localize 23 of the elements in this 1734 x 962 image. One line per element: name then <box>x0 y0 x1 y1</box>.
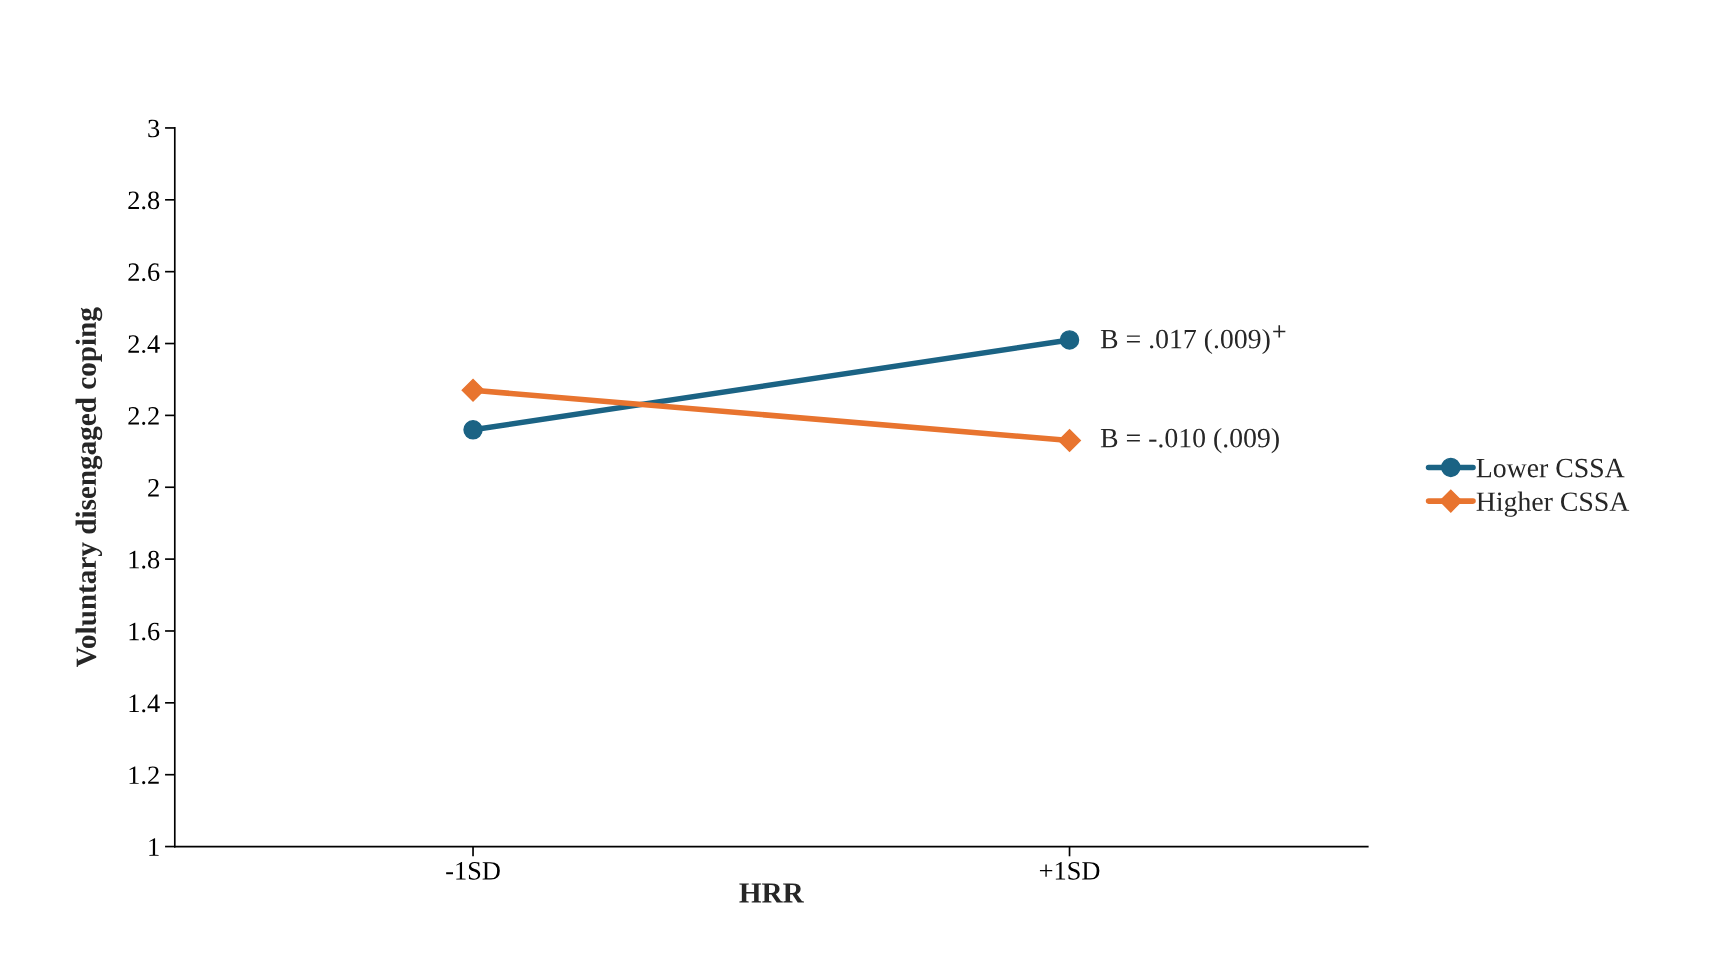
y-tick-label: 3 <box>148 119 160 138</box>
y-tick-label: 2.2 <box>128 407 159 425</box>
y-tick-label: 1.6 <box>129 622 160 641</box>
x-axis-title: HRR <box>739 883 804 903</box>
point <box>461 378 485 402</box>
x-tick-label: +1SD <box>1039 861 1100 880</box>
point <box>463 420 483 440</box>
y-tick-label: 2.8 <box>128 191 160 210</box>
x-tick-label: -1SD <box>446 861 500 880</box>
y-tick-label: 1.2 <box>129 766 159 785</box>
point <box>1059 330 1080 350</box>
y-tick-label: 2.6 <box>128 263 160 282</box>
y-tick-label: 1 <box>149 838 159 856</box>
legend-label: Lower CSSA <box>1476 458 1625 478</box>
annotation: B = .017 (.009)$^{+}$ <box>1100 325 1286 355</box>
y-tick-label: 1.8 <box>129 550 160 569</box>
y-axis-title: Voluntary disengaged coping <box>75 307 103 668</box>
annotation: B = -.010 (.009) <box>1100 427 1279 454</box>
y-tick-label: 2 <box>148 478 159 497</box>
y-tick-label: 1.4 <box>129 694 160 713</box>
y-tick-label: 2.4 <box>128 335 160 354</box>
legend-label: Higher CSSA <box>1476 491 1630 517</box>
point <box>1058 429 1082 453</box>
